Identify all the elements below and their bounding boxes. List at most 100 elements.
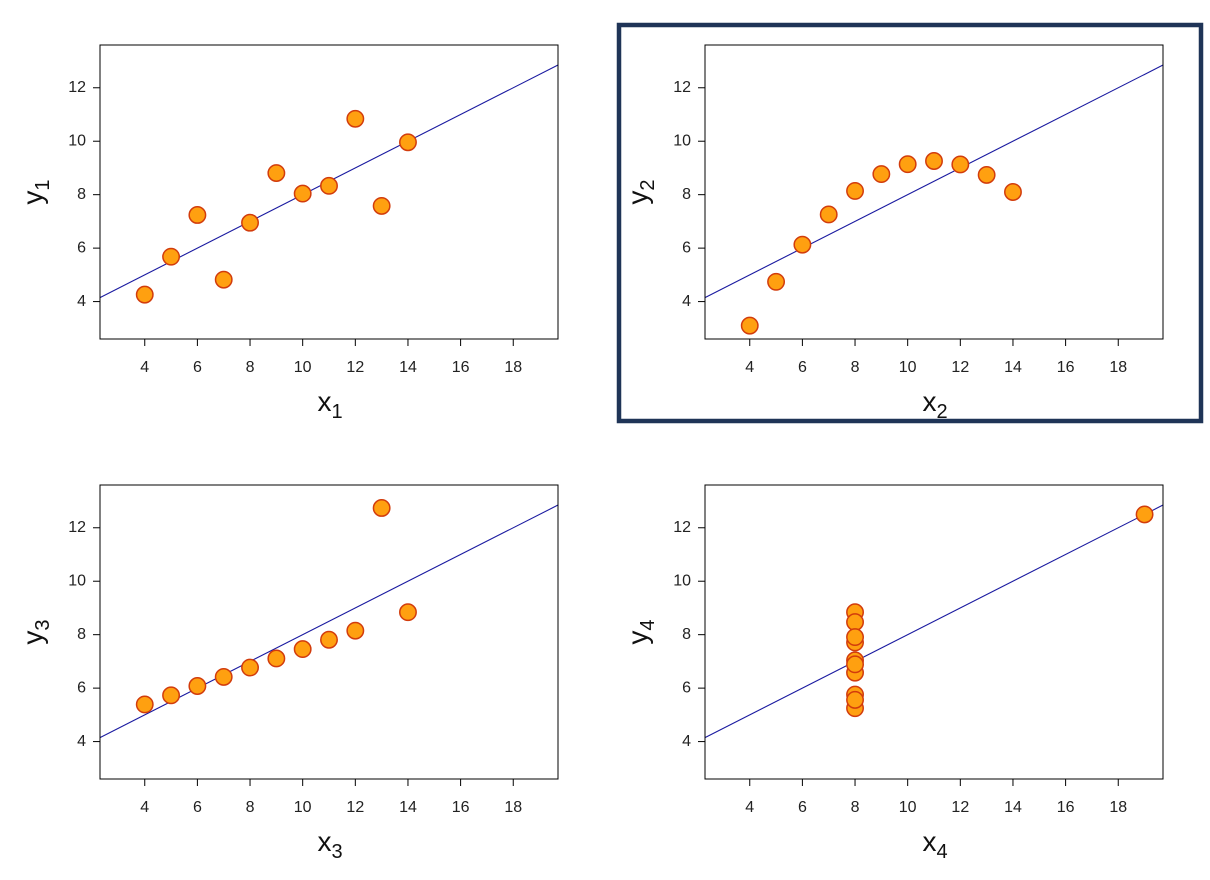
x-axis-title: x3 <box>317 826 342 863</box>
x-tick-label: 6 <box>193 799 202 816</box>
regression-line <box>705 64 1163 299</box>
plot-area-frame <box>704 484 1164 780</box>
data-point <box>951 155 970 174</box>
regression-line <box>705 504 1163 739</box>
x-axis-title: x1 <box>317 386 342 423</box>
data-point <box>346 109 365 128</box>
x-tick-label: 18 <box>1109 799 1127 816</box>
plot-area-frame <box>99 44 559 340</box>
data-point <box>267 649 286 668</box>
data-point <box>293 640 312 659</box>
data-point <box>767 272 786 291</box>
y-tick-label: 10 <box>673 572 691 589</box>
x-tick-label: 8 <box>851 799 860 816</box>
x-tick-label: 14 <box>1004 799 1022 816</box>
x-tick-label: 18 <box>1109 359 1127 376</box>
y-axis-title: y1 <box>17 179 54 204</box>
x-axis-title-subscript: 4 <box>936 841 947 863</box>
y-axis-title-subscript: 2 <box>637 179 659 190</box>
x-tick-label: 16 <box>1057 359 1075 376</box>
x-tick-label: 12 <box>346 359 364 376</box>
x-tick-label: 6 <box>193 359 202 376</box>
data-point <box>399 603 417 622</box>
y-tick-label: 4 <box>682 733 691 750</box>
y-axis-title: y3 <box>17 619 54 644</box>
data-point <box>872 165 891 184</box>
y-axis-title-subscript: 1 <box>32 179 54 190</box>
data-point <box>372 499 391 517</box>
x-tick-label: 16 <box>1057 799 1075 816</box>
y-tick-label: 12 <box>68 79 86 96</box>
y-axis-title: y2 <box>622 179 659 204</box>
x-axis-title-subscript: 3 <box>331 841 342 863</box>
data-point <box>320 630 338 649</box>
y-tick-label: 8 <box>77 626 86 643</box>
highlight-frame <box>616 22 1204 424</box>
data-point <box>846 628 864 647</box>
x-axis-title-subscript: 1 <box>331 401 342 423</box>
x-tick-label: 18 <box>504 799 522 816</box>
x-tick-label: 10 <box>899 359 917 376</box>
data-point <box>320 176 338 195</box>
data-point <box>372 196 391 215</box>
x-tick-label: 10 <box>294 799 312 816</box>
y-axis-title-base: y <box>622 631 653 645</box>
y-tick-label: 10 <box>68 572 86 589</box>
x-axis-title-base: x <box>317 826 331 857</box>
plot-area-frame <box>99 484 559 780</box>
x-tick-label: 16 <box>452 799 470 816</box>
y-axis-title-base: y <box>17 191 48 205</box>
x-axis-title-base: x <box>922 386 936 417</box>
y-tick-label: 12 <box>673 519 691 536</box>
x-tick-label: 4 <box>745 359 754 376</box>
x-tick-label: 14 <box>1004 359 1022 376</box>
x-tick-label: 4 <box>745 799 754 816</box>
x-tick-label: 6 <box>798 799 807 816</box>
data-point <box>346 621 365 640</box>
y-tick-label: 4 <box>682 293 691 310</box>
y-tick-label: 12 <box>673 79 691 96</box>
x-tick-label: 12 <box>951 799 969 816</box>
data-point <box>898 155 917 174</box>
y-tick-label: 12 <box>68 519 86 536</box>
data-point <box>819 205 838 224</box>
x-axis-title: x2 <box>922 386 947 423</box>
x-tick-label: 8 <box>246 799 255 816</box>
y-tick-label: 8 <box>682 626 691 643</box>
x-axis-title-subscript: 2 <box>936 401 947 423</box>
y-tick-label: 10 <box>68 132 86 149</box>
y-tick-label: 4 <box>77 733 86 750</box>
data-point <box>241 658 259 677</box>
data-point <box>1004 183 1022 201</box>
y-tick-label: 10 <box>673 132 691 149</box>
data-point <box>740 316 759 335</box>
x-tick-label: 10 <box>899 799 917 816</box>
y-tick-label: 4 <box>77 293 86 310</box>
data-point <box>1135 505 1154 524</box>
y-tick-label: 6 <box>682 239 691 256</box>
x-tick-label: 14 <box>399 799 417 816</box>
x-tick-label: 4 <box>140 799 149 816</box>
y-tick-label: 6 <box>682 679 691 696</box>
data-point <box>188 677 207 695</box>
y-axis-title-base: y <box>622 191 653 205</box>
x-tick-label: 14 <box>399 359 417 376</box>
y-axis-title-subscript: 4 <box>637 619 659 630</box>
data-point <box>293 184 312 203</box>
data-point <box>214 667 233 686</box>
y-tick-label: 6 <box>77 679 86 696</box>
data-point <box>846 181 864 200</box>
x-tick-label: 10 <box>294 359 312 376</box>
x-tick-label: 18 <box>504 359 522 376</box>
data-point <box>267 164 286 182</box>
x-tick-label: 4 <box>140 359 149 376</box>
y-axis-title-base: y <box>17 631 48 645</box>
data-point <box>977 165 996 184</box>
x-tick-label: 8 <box>851 359 860 376</box>
